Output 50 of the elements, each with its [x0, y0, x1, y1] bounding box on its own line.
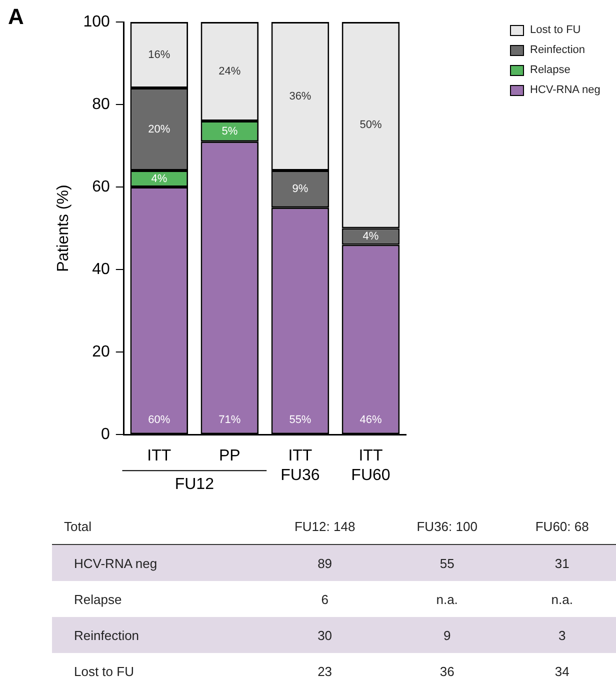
data-label: 60%: [148, 414, 170, 426]
text: Relapse: [73, 590, 123, 609]
text: n.a.: [550, 590, 574, 608]
x-tick-label: ITT: [147, 448, 172, 465]
text: 34: [554, 662, 570, 680]
text: FU12: 148: [264, 508, 386, 544]
data-label: 16%: [148, 49, 170, 62]
text: Lost to FU: [73, 662, 135, 680]
data-label: 24%: [218, 66, 241, 78]
x-tick-label: PP: [219, 448, 240, 465]
text: FU36: 100: [386, 508, 508, 544]
y-tick-label: 40: [92, 260, 110, 278]
y-tick-label: 20: [92, 343, 110, 360]
text: Total: [52, 508, 264, 544]
y-axis-title: Patients (%): [55, 184, 72, 272]
text: FU12: [174, 476, 214, 494]
text: A: [8, 4, 24, 30]
data-label: 36%: [289, 90, 312, 102]
text: 55: [386, 544, 508, 581]
data-label: 5%: [222, 125, 238, 138]
text: Reinfection: [52, 617, 264, 653]
data-label: 55%: [289, 414, 312, 426]
x-tick-label: ITT FU36: [280, 448, 320, 484]
text: HCV-RNA neg: [52, 544, 264, 581]
text: 23: [316, 662, 334, 680]
text: 30: [264, 617, 386, 653]
text: n.a.: [435, 590, 459, 608]
data-label: 4%: [151, 172, 168, 185]
y-tick-label: 60: [92, 178, 110, 196]
data-label: 46%: [360, 414, 382, 426]
y-tick-label: 100: [83, 13, 110, 30]
text: 6: [320, 590, 330, 608]
y-tick-label: 0: [100, 426, 110, 444]
text: 31: [508, 544, 616, 581]
legend-label: HCV-RNA neg: [530, 84, 600, 96]
text: 3: [508, 617, 616, 653]
text: 89: [264, 544, 386, 581]
data-label: 4%: [362, 230, 379, 243]
text: FU60: 68: [508, 508, 616, 544]
legend-label: Relapse: [530, 64, 570, 76]
data-label: 71%: [218, 414, 241, 426]
text: 36: [438, 662, 456, 680]
data-label: 9%: [292, 183, 308, 196]
legend-label: Lost to FU: [530, 24, 581, 36]
text: 9: [386, 617, 508, 653]
data-label: 50%: [360, 119, 382, 132]
legend-label: Reinfection: [530, 44, 586, 56]
data-label: 20%: [148, 123, 170, 136]
x-tick-label: ITT FU60: [351, 448, 390, 484]
y-tick-label: 80: [92, 96, 110, 113]
